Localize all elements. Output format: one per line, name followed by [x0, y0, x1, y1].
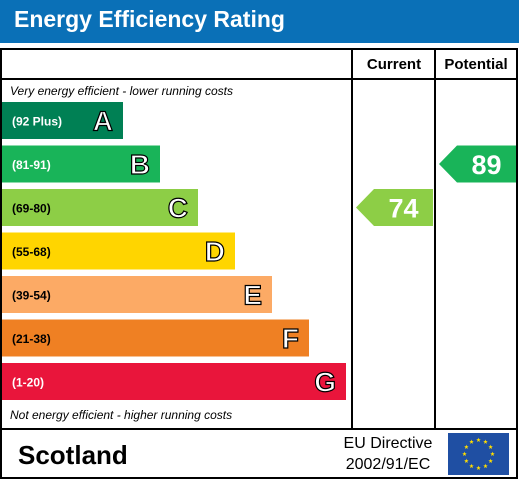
band-a-letter: A [93, 106, 113, 137]
band-f-range: (21-38) [12, 332, 51, 346]
band-a-bar [2, 102, 123, 139]
band-g-letter: G [314, 367, 336, 398]
band-g-range: (1-20) [12, 376, 44, 390]
region-label: Scotland [18, 440, 128, 470]
eu-star-icon [483, 463, 488, 469]
top-note: Very energy efficient - lower running co… [10, 84, 233, 98]
eu-star-icon [476, 437, 481, 442]
title-bar: Energy Efficiency Rating [0, 0, 519, 43]
eu-star-icon [462, 451, 467, 456]
band-c-bar [2, 189, 198, 226]
rating-markers: 74 89 [356, 145, 516, 226]
chart-title: Energy Efficiency Rating [14, 6, 285, 32]
band-f-bar [2, 319, 309, 357]
potential-rating-arrow [439, 145, 516, 183]
band-e-letter: E [243, 280, 262, 311]
band-a-range: (92 Plus) [12, 115, 62, 129]
eu-flag-icon [448, 433, 509, 475]
band-d-letter: D [205, 236, 225, 267]
rating-bands: (92 Plus) A (81-91) B (69-80) C (55-68) D (39-54… [2, 102, 346, 400]
chart-border [0, 48, 518, 479]
epc-chart-svg: Current Potential Very energy efficient … [0, 48, 518, 479]
band-d-range: (55-68) [12, 245, 51, 259]
band-e-range: (39-54) [12, 289, 51, 303]
current-column-header: Current [367, 56, 421, 73]
bottom-note: Not energy efficient - higher running co… [10, 408, 232, 422]
eu-directive-line2: 2002/91/EC [346, 456, 431, 473]
current-rating-arrow [356, 189, 433, 226]
eu-star-icon [476, 465, 481, 470]
band-e-bar [2, 276, 272, 313]
eu-star-icon [469, 439, 474, 444]
potential-rating-value: 89 [471, 150, 501, 180]
eu-star-icon [488, 458, 493, 463]
eu-star-icon [483, 439, 488, 444]
band-c-letter: C [168, 193, 188, 224]
band-f-letter: F [282, 323, 299, 354]
band-c-range: (69-80) [12, 202, 51, 216]
current-rating-value: 74 [388, 194, 418, 224]
eu-directive-line1: EU Directive [344, 435, 433, 452]
band-d-bar [2, 232, 235, 270]
eu-star-icon [490, 451, 495, 456]
eu-star-icon [469, 463, 474, 469]
band-g-bar [2, 363, 346, 400]
eu-star-icon [488, 444, 493, 449]
band-b-bar [2, 145, 160, 183]
band-b-letter: B [130, 149, 150, 180]
band-b-range: (81-91) [12, 158, 51, 172]
eu-star-icon [464, 444, 469, 449]
potential-column-header: Potential [444, 56, 507, 73]
epc-chart: Current Potential Very energy efficient … [0, 48, 518, 479]
eu-star-icon [464, 458, 469, 463]
